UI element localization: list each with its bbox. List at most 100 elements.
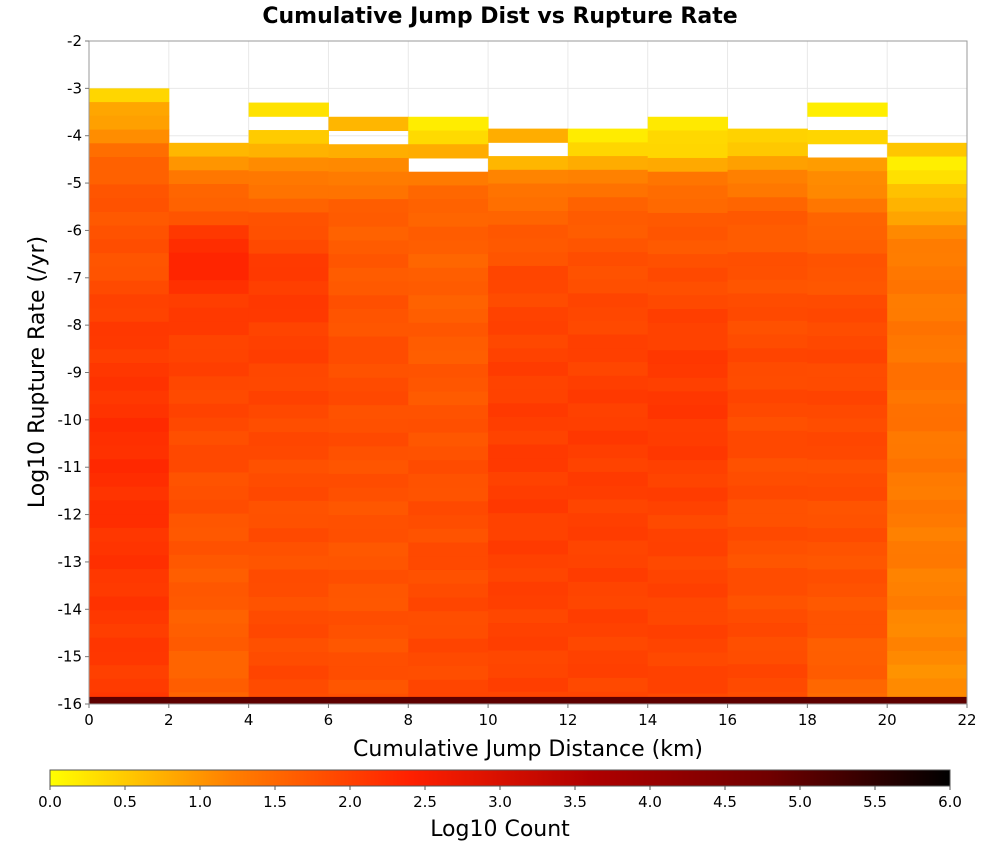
colorbar-tick-label: 1.5 <box>263 793 287 811</box>
heatmap-cell <box>887 266 968 281</box>
heatmap-cell <box>567 417 649 432</box>
heatmap-cell <box>887 444 968 460</box>
heatmap-cell <box>89 459 170 474</box>
colorbar-tick-label: 5.5 <box>863 793 887 811</box>
heatmap-cell <box>567 540 649 555</box>
y-tick-label: -15 <box>58 648 83 666</box>
heatmap-cell <box>89 363 170 378</box>
heatmap-cell <box>647 528 729 544</box>
heatmap-cell <box>248 198 329 213</box>
heatmap-cell <box>248 267 329 282</box>
heatmap-cell <box>488 623 569 638</box>
x-tick-label: 6 <box>324 711 334 729</box>
y-tick-label: -12 <box>58 506 83 524</box>
heatmap-cell <box>807 404 888 419</box>
heatmap-cell <box>807 198 888 213</box>
heatmap-bottom-row <box>89 696 967 704</box>
heatmap-cell <box>168 335 250 350</box>
heatmap-cell <box>647 432 729 447</box>
heatmap-cell <box>567 568 649 583</box>
heatmap-cell <box>408 597 489 612</box>
heatmap-cell <box>248 157 329 172</box>
heatmap-cell <box>727 279 808 294</box>
heatmap-cell <box>168 156 250 171</box>
y-tick-label: -3 <box>67 79 82 97</box>
heatmap-cell <box>248 418 329 433</box>
heatmap-cell <box>647 240 729 255</box>
heatmap-cell <box>89 637 170 652</box>
heatmap-cell <box>488 636 569 651</box>
heatmap-cell <box>647 583 729 598</box>
heatmap-cell <box>807 596 888 612</box>
heatmap-cell <box>408 281 489 296</box>
heatmap-cell <box>887 225 968 240</box>
heatmap-cell <box>647 336 729 351</box>
heatmap-cell <box>168 582 250 597</box>
heatmap-cell <box>887 692 968 698</box>
heatmap-cell <box>89 308 170 323</box>
heatmap-cell <box>488 169 569 185</box>
heatmap-cell <box>807 253 888 268</box>
heatmap-cell <box>567 265 649 281</box>
heatmap-cell <box>887 184 968 199</box>
heatmap-cell <box>89 472 170 488</box>
heatmap-cell <box>408 583 489 598</box>
heatmap-cell <box>328 638 409 653</box>
heatmap-cell <box>248 473 329 488</box>
heatmap-cell <box>647 267 729 283</box>
heatmap-cell <box>887 513 968 528</box>
heatmap-cell <box>408 611 489 626</box>
heatmap-cell <box>727 595 808 610</box>
heatmap-cell <box>727 664 808 679</box>
heatmap-cell <box>168 568 250 583</box>
heatmap-cell <box>408 679 489 695</box>
heatmap-cell <box>647 212 729 228</box>
heatmap-cell <box>328 611 409 626</box>
heatmap-cell <box>328 212 409 228</box>
heatmap-cell <box>168 403 250 418</box>
heatmap-cell <box>488 389 569 404</box>
heatmap-cell <box>168 184 250 199</box>
heatmap-cell <box>248 349 329 365</box>
heatmap-cell <box>168 678 250 693</box>
heatmap-cell <box>647 295 729 310</box>
heatmap-cell <box>408 267 489 283</box>
heatmap-cell <box>887 499 968 515</box>
x-tick-label: 16 <box>718 711 737 729</box>
heatmap-cell <box>408 418 489 434</box>
heatmap-cell <box>807 651 888 667</box>
heatmap-cell <box>408 501 489 516</box>
heatmap-cell <box>89 239 170 254</box>
heatmap-cell <box>887 541 968 556</box>
heatmap-cell <box>647 322 729 338</box>
heatmap-cell <box>647 171 729 186</box>
heatmap-cell <box>488 499 569 514</box>
y-tick-label: -5 <box>67 174 82 192</box>
heatmap-cell <box>408 309 489 324</box>
heatmap-cell <box>807 130 888 145</box>
heatmap-cell <box>567 224 649 239</box>
heatmap-cell <box>488 444 569 459</box>
colorbar-ticks: 0.0 0.5 1.0 1.5 2.0 2.5 3.0 3.5 4.0 4.5 5.0 5.5 6.0 <box>38 786 962 811</box>
x-tick-label: 18 <box>798 711 817 729</box>
heatmap-cell <box>168 472 250 487</box>
heatmap-cell <box>89 198 170 213</box>
heatmap-cell <box>168 486 250 501</box>
heatmap-cell <box>807 624 888 639</box>
heatmap-cell <box>248 404 329 419</box>
heatmap-cell <box>168 321 250 336</box>
heatmap-cell <box>727 265 808 281</box>
heatmap-cell <box>328 295 409 310</box>
colorbar-tick-label: 2.5 <box>413 793 437 811</box>
heatmap-cell <box>328 144 409 159</box>
heatmap-cell <box>807 679 888 694</box>
heatmap-cell <box>168 307 250 322</box>
y-tick-label: -2 <box>67 32 82 50</box>
heatmap-cell <box>727 403 808 418</box>
heatmap-cell <box>408 693 489 698</box>
heatmap-cell <box>887 142 968 158</box>
colorbar-tick-label: 1.0 <box>188 793 212 811</box>
heatmap-cell <box>488 417 569 432</box>
heatmap-cell <box>168 499 250 515</box>
heatmap-cell <box>488 513 569 528</box>
